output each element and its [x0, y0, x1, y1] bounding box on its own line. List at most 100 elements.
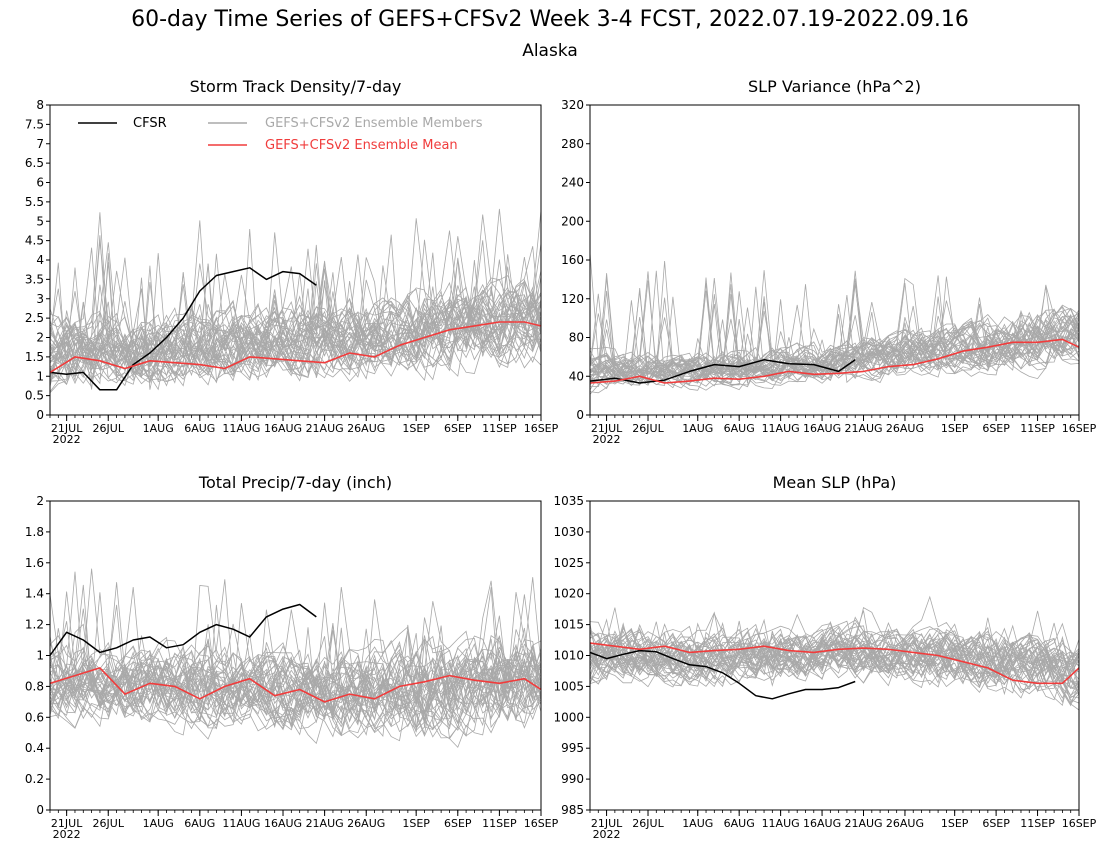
y-tick-label: 0: [36, 408, 44, 422]
ensemble-member-line: [50, 246, 541, 381]
ensemble-member-line: [50, 281, 541, 385]
x-year-label: 2022: [593, 433, 621, 446]
panel-title: Total Precip/7-day (inch): [198, 473, 392, 492]
y-tick-label: 0.6: [25, 710, 44, 724]
y-tick-label: 0.8: [25, 679, 44, 693]
x-tick-label: 21AUG: [306, 817, 344, 830]
y-tick-label: 1.2: [25, 618, 44, 632]
y-tick-label: 1035: [553, 494, 584, 508]
figure-title: 60-day Time Series of GEFS+CFSv2 Week 3-…: [131, 7, 969, 32]
ensemble-member-line: [50, 579, 541, 725]
x-tick-label: 1AUG: [682, 422, 713, 435]
x-tick-label: 11AUG: [762, 422, 800, 435]
panel-title: Storm Track Density/7-day: [190, 77, 402, 96]
x-tick-label: 6SEP: [444, 422, 472, 435]
ensemble-member-line: [50, 609, 541, 730]
x-tick-label: 26AUG: [347, 422, 385, 435]
y-tick-label: 8: [36, 98, 44, 112]
y-tick-label: 1: [36, 369, 44, 383]
x-tick-label: 11SEP: [1020, 817, 1055, 830]
ensemble-member-line: [590, 607, 1079, 693]
y-tick-label: 80: [569, 331, 584, 345]
x-tick-label: 6AUG: [184, 422, 215, 435]
panel-total-precip: Total Precip/7-day (inch) 0 0.2 0.4 0.6 0.8 1 1…: [25, 473, 559, 841]
x-tick-label: 16SEP: [1062, 422, 1097, 435]
legend-label-cfsr: CFSR: [133, 116, 167, 131]
ensemble-member-line: [50, 627, 541, 714]
x-tick-label: 1SEP: [402, 422, 430, 435]
x-tick-label: 21JUL: [51, 422, 83, 435]
y-tick-label: 1: [36, 649, 44, 663]
ensemble-member-line: [50, 279, 541, 382]
ensemble-member-line: [50, 265, 541, 383]
y-tick-label: 4.5: [25, 234, 44, 248]
x-tick-label: 26AUG: [347, 817, 385, 830]
ensemble-member-line: [50, 281, 541, 381]
y-tick-label: 990: [561, 772, 584, 786]
x-tick-label: 16AUG: [803, 422, 841, 435]
x-tick-label: 6SEP: [982, 817, 1010, 830]
x-tick-label: 1AUG: [143, 817, 174, 830]
x-tick-label: 26JUL: [93, 817, 125, 830]
x-tick-label: 11AUG: [222, 422, 260, 435]
y-tick-label: 5: [36, 214, 44, 228]
ensemble-member-line: [50, 587, 541, 721]
x-tick-label: 6AUG: [724, 422, 755, 435]
legend: CFSR GEFS+CFSv2 Ensemble Members GEFS+CF…: [78, 116, 483, 153]
y-tick-label: 0: [36, 803, 44, 817]
ensemble-member-line: [590, 613, 1079, 692]
x-tick-label: 16SEP: [524, 817, 559, 830]
ensemble-member-line: [50, 642, 541, 726]
ensemble-member-line: [590, 626, 1079, 695]
ensemble-member-line: [590, 623, 1079, 685]
x-tick-label: 16AUG: [803, 817, 841, 830]
x-tick-label: 21AUG: [306, 422, 344, 435]
y-tick-label: 1005: [553, 679, 584, 693]
x-tick-label: 21JUL: [591, 817, 623, 830]
y-tick-label: 1025: [553, 556, 584, 570]
cfsr-line: [590, 359, 856, 384]
x-tick-label: 26JUL: [93, 422, 125, 435]
ensemble-member-line: [50, 232, 541, 382]
ensemble-member-line: [50, 594, 541, 736]
ensemble-member-line: [590, 630, 1079, 697]
x-tick-label: 1SEP: [402, 817, 430, 830]
y-tick-label: 120: [561, 292, 584, 306]
x-tick-label: 16AUG: [264, 817, 302, 830]
ensemble-member-line: [50, 253, 541, 385]
ensemble-member-line: [50, 273, 541, 385]
x-tick-label: 26JUL: [632, 817, 664, 830]
ensemble-member-line: [50, 587, 541, 730]
y-tick-label: 7: [36, 137, 44, 151]
panel-title: Mean SLP (hPa): [773, 473, 897, 492]
y-tick-label: 6.5: [25, 156, 44, 170]
x-tick-label: 1SEP: [941, 817, 969, 830]
plot-area: [50, 568, 541, 749]
x-tick-label: 1AUG: [682, 817, 713, 830]
y-tick-label: 2: [36, 494, 44, 508]
x-tick-label: 16SEP: [1062, 817, 1097, 830]
y-tick-label: 0.2: [25, 772, 44, 786]
ensemble-member-line: [590, 620, 1079, 711]
x-tick-label: 21JUL: [51, 817, 83, 830]
x-tick-label: 6AUG: [184, 817, 215, 830]
ensemble-member-line: [590, 284, 1079, 394]
x-tick-label: 16AUG: [264, 422, 302, 435]
y-tick-label: 0.4: [25, 741, 44, 755]
ensemble-member-line: [590, 621, 1079, 680]
y-tick-label: 4: [36, 253, 44, 267]
y-tick-label: 280: [561, 137, 584, 151]
y-tick-label: 5.5: [25, 195, 44, 209]
x-tick-label: 6AUG: [724, 817, 755, 830]
y-tick-label: 6: [36, 176, 44, 190]
panel-slp-variance: SLP Variance (hPa^2) 0 40 80 120 160 200 240 280…: [561, 77, 1097, 446]
ensemble-member-line: [50, 624, 541, 730]
y-tick-label: 1015: [553, 618, 584, 632]
x-tick-label: 26AUG: [886, 817, 924, 830]
x-tick-label: 26AUG: [886, 422, 924, 435]
legend-label-members: GEFS+CFSv2 Ensemble Members: [265, 116, 483, 131]
legend-label-mean: GEFS+CFSv2 Ensemble Mean: [265, 138, 458, 153]
x-tick-label: 16SEP: [524, 422, 559, 435]
y-tick-label: 1010: [553, 649, 584, 663]
